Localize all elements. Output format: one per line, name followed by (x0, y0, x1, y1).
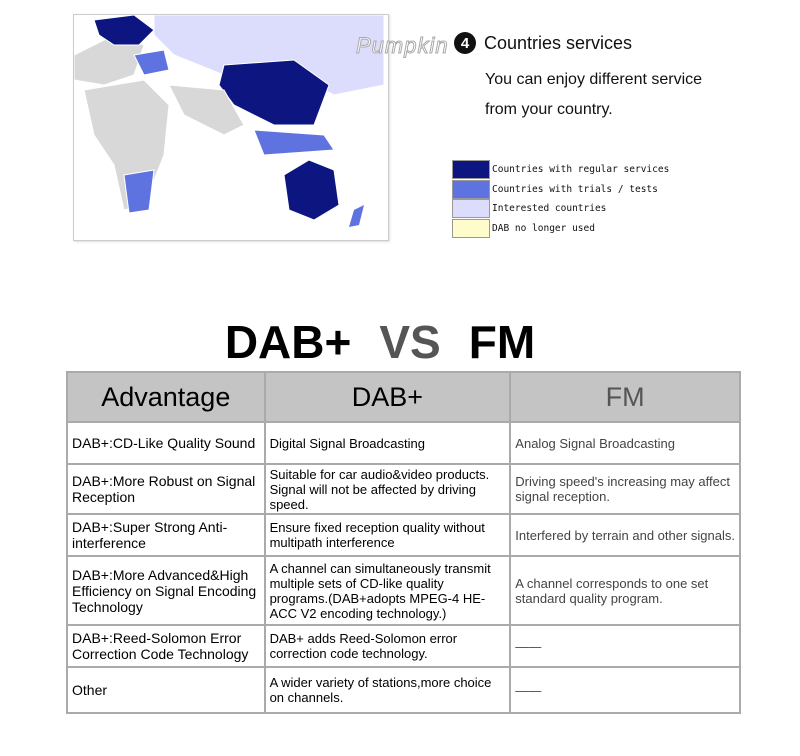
cell: A channel corresponds to one set standar… (509, 555, 741, 626)
table-row: DAB+:More Advanced&High Efficiency on Si… (66, 555, 741, 626)
cell: A wider variety of stations,more choice … (263, 666, 512, 714)
header-advantage: Advantage (66, 371, 266, 423)
cell: DAB+:Super Strong Anti-interference (66, 513, 266, 557)
cell: Interfered by terrain and other signals. (509, 513, 741, 557)
legend-swatch (452, 199, 490, 219)
legend-label: Interested countries (492, 203, 607, 215)
table-header: Advantage DAB+ FM (66, 371, 741, 423)
legend-item: DAB no longer used (452, 218, 669, 239)
cell: —— (509, 624, 741, 668)
section-desc-1: You can enjoy different service (485, 71, 703, 88)
legend-item: Countries with trials / tests (452, 179, 669, 200)
cell: —— (509, 666, 741, 714)
cell: Suitable for car audio&video products. S… (263, 463, 512, 515)
cell: Other (66, 666, 266, 714)
cell: Digital Signal Broadcasting (263, 421, 512, 465)
heading-fm: FM (468, 316, 536, 368)
section-desc-2: from your country. (485, 101, 613, 118)
legend-label: DAB no longer used (492, 222, 595, 234)
legend-swatch (452, 160, 490, 180)
header-dab: DAB+ (263, 371, 512, 423)
number-badge: 4 (454, 32, 476, 54)
cell: A channel can simultaneously transmit mu… (263, 555, 512, 626)
section-title: 4 Countries services (454, 32, 632, 54)
cell: Driving speed's increasing may affect si… (509, 463, 741, 515)
legend-swatch (452, 218, 490, 238)
header-fm: FM (509, 371, 741, 423)
watermark-logo: Pumpkin (356, 33, 449, 59)
legend-item: Interested countries (452, 199, 669, 219)
cell: DAB+:More Advanced&High Efficiency on Si… (66, 555, 266, 626)
legend-swatch (452, 179, 490, 199)
table-row: DAB+:CD-Like Quality Sound Digital Signal… (66, 421, 741, 465)
comparison-heading: DAB+ VS FM (0, 315, 760, 369)
heading-vs: VS (379, 316, 441, 368)
legend-label: Countries with trials / tests (492, 183, 658, 195)
legend-item: Countries with regular services (452, 160, 669, 180)
table-row: Other A wider variety of stations,more ch… (66, 666, 741, 714)
cell: DAB+:Reed-Solomon Error Correction Code … (66, 624, 266, 668)
cell: DAB+ adds Reed-Solomon error correction … (263, 624, 512, 668)
table-row: DAB+:More Robust on Signal Reception Suit… (66, 463, 741, 515)
cell: DAB+:CD-Like Quality Sound (66, 421, 266, 465)
table-row: DAB+:Super Strong Anti-interference Ensur… (66, 513, 741, 557)
cell: DAB+:More Robust on Signal Reception (66, 463, 266, 515)
heading-dab: DAB+ (224, 316, 352, 368)
map-legend: Countries with regular services Countrie… (452, 160, 669, 238)
cell: Ensure fixed reception quality without m… (263, 513, 512, 557)
legend-label: Countries with regular services (492, 164, 670, 176)
cell: Analog Signal Broadcasting (509, 421, 741, 465)
table-row: DAB+:Reed-Solomon Error Correction Code … (66, 624, 741, 668)
section-title-text: Countries services (484, 32, 633, 53)
world-map: Pumpkin (73, 14, 448, 241)
comparison-table: Advantage DAB+ FM DAB+:CD-Like Quality S… (66, 371, 741, 714)
